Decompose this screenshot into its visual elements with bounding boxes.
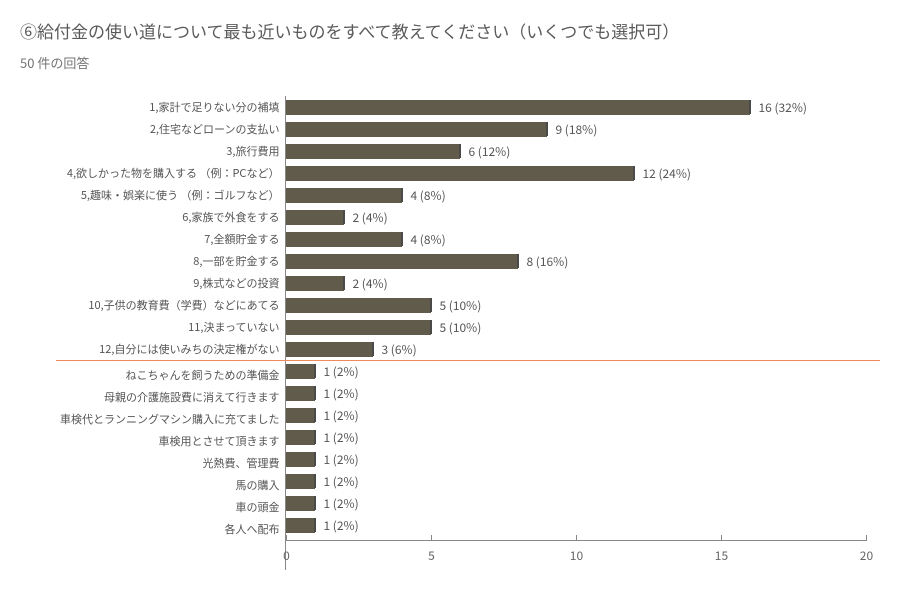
bar-end-tick bbox=[314, 474, 316, 488]
category-label: 1,家計で足りない分の補填 bbox=[149, 96, 279, 118]
response-count: 50 件の回答 bbox=[20, 53, 880, 72]
bar bbox=[286, 276, 344, 291]
category-label: 2,住宅などローンの支払い bbox=[150, 118, 280, 140]
divider-line bbox=[56, 360, 880, 361]
axis-tick bbox=[286, 535, 287, 541]
value-label: 1 (2%) bbox=[323, 385, 358, 402]
category-label: 6,家族で外食をする bbox=[182, 206, 279, 228]
bar-end-tick bbox=[517, 254, 519, 268]
category-label: 9,株式などの投資 bbox=[193, 272, 279, 294]
bar-end-tick bbox=[314, 364, 316, 378]
value-label: 1 (2%) bbox=[323, 517, 358, 534]
bar-end-tick bbox=[430, 298, 432, 312]
bar bbox=[286, 254, 518, 269]
axis-tick-label: 15 bbox=[715, 547, 728, 564]
bar bbox=[286, 342, 373, 357]
value-label: 1 (2%) bbox=[323, 363, 358, 380]
category-label: 光熱費、管理費 bbox=[202, 452, 279, 474]
bar-end-tick bbox=[314, 518, 316, 532]
value-label: 16 (32%) bbox=[758, 99, 807, 116]
bar-end-tick bbox=[546, 122, 548, 136]
axis-tick bbox=[431, 535, 432, 541]
bar-end-tick bbox=[430, 320, 432, 334]
bar-end-tick bbox=[314, 430, 316, 444]
bar bbox=[286, 188, 402, 203]
bar bbox=[286, 210, 344, 225]
bar bbox=[286, 408, 315, 423]
x-axis: 05101520 bbox=[286, 540, 866, 570]
bar-end-tick bbox=[633, 166, 635, 180]
axis-tick bbox=[721, 535, 722, 541]
value-label: 8 (16%) bbox=[526, 253, 568, 270]
category-labels-column: 1,家計で足りない分の補填2,住宅などローンの支払い3,旅行費用4,欲しかった物… bbox=[60, 96, 285, 570]
value-label: 1 (2%) bbox=[323, 495, 358, 512]
bar-end-tick bbox=[401, 232, 403, 246]
question-title: ⑥給付金の使い道について最も近いものをすべて教えてください（いくつでも選択可） bbox=[20, 18, 880, 43]
bar-end-tick bbox=[314, 386, 316, 400]
bar bbox=[286, 100, 750, 115]
bar bbox=[286, 452, 315, 467]
value-label: 3 (6%) bbox=[381, 341, 416, 358]
value-label: 1 (2%) bbox=[323, 451, 358, 468]
bar-end-tick bbox=[343, 210, 345, 224]
axis-tick bbox=[576, 535, 577, 541]
axis-tick-label: 5 bbox=[428, 547, 435, 564]
bar bbox=[286, 298, 431, 313]
value-label: 5 (10%) bbox=[439, 319, 481, 336]
category-label: 10,子供の教育費（学費）などにあてる bbox=[88, 294, 279, 316]
category-label: 8,一部を貯金する bbox=[193, 250, 279, 272]
bar bbox=[286, 166, 634, 181]
bar-end-tick bbox=[314, 496, 316, 510]
axis-tick-label: 20 bbox=[860, 547, 873, 564]
value-label: 4 (8%) bbox=[410, 231, 445, 248]
value-label: 5 (10%) bbox=[439, 297, 481, 314]
bar-end-tick bbox=[749, 100, 751, 114]
category-label: 3,旅行費用 bbox=[226, 140, 279, 162]
value-label: 2 (4%) bbox=[352, 209, 387, 226]
bar-end-tick bbox=[459, 144, 461, 158]
value-label: 1 (2%) bbox=[323, 407, 358, 424]
category-label: 7,全額貯金する bbox=[204, 228, 279, 250]
value-label: 1 (2%) bbox=[323, 429, 358, 446]
bar-end-tick bbox=[343, 276, 345, 290]
bar-end-tick bbox=[314, 408, 316, 422]
value-label: 2 (4%) bbox=[352, 275, 387, 292]
value-label: 9 (18%) bbox=[555, 121, 597, 138]
bar bbox=[286, 364, 315, 379]
axis-tick-label: 10 bbox=[570, 547, 583, 564]
category-label: 12,自分には使いみちの決定権がない bbox=[99, 338, 279, 360]
axis-tick-label: 0 bbox=[283, 547, 290, 564]
category-label: 各人へ配布 bbox=[224, 518, 279, 540]
value-label: 1 (2%) bbox=[323, 473, 358, 490]
bar-end-tick bbox=[401, 188, 403, 202]
category-label: 車の頭金 bbox=[235, 496, 279, 518]
bar bbox=[286, 518, 315, 533]
category-label: 車検代とランニングマシン購入に充てました bbox=[60, 408, 279, 430]
bar-end-tick bbox=[314, 452, 316, 466]
value-label: 4 (8%) bbox=[410, 187, 445, 204]
category-label: 馬の購入 bbox=[235, 474, 279, 496]
category-label: 母親の介護施設費に消えて行きます bbox=[104, 386, 279, 408]
bar bbox=[286, 386, 315, 401]
bar-end-tick bbox=[372, 342, 374, 356]
value-label: 6 (12%) bbox=[468, 143, 510, 160]
category-label: 11,決まっていない bbox=[188, 316, 279, 338]
bar bbox=[286, 320, 431, 335]
bars-column: 16 (32%) 9 (18%) 6 (12%) 12 (24%) 4 (8%) 2 (4… bbox=[285, 96, 880, 570]
category-label: ねこちゃんを飼うための準備金 bbox=[125, 364, 279, 386]
bar bbox=[286, 430, 315, 445]
bar-chart: 1,家計で足りない分の補填2,住宅などローンの支払い3,旅行費用4,欲しかった物… bbox=[60, 96, 880, 570]
category-label: 車検用とさせて頂きます bbox=[158, 430, 279, 452]
category-label: 5,趣味・娯楽に使う （例：ゴルフなど） bbox=[81, 184, 280, 206]
bar bbox=[286, 496, 315, 511]
category-label: 4,欲しかった物を購入する （例：PCなど） bbox=[67, 162, 280, 184]
value-label: 12 (24%) bbox=[642, 165, 691, 182]
axis-tick bbox=[866, 535, 867, 541]
bar bbox=[286, 474, 315, 489]
bar bbox=[286, 232, 402, 247]
bar bbox=[286, 144, 460, 159]
bar bbox=[286, 122, 547, 137]
